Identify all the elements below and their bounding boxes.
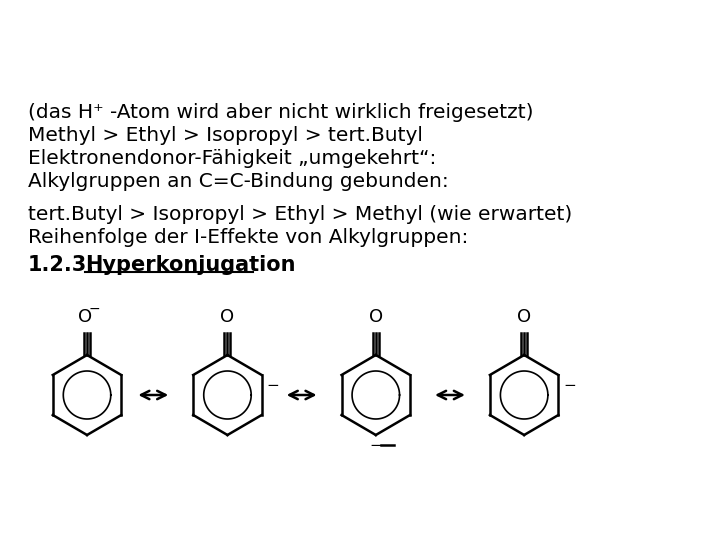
- Text: O: O: [220, 308, 235, 326]
- Text: −: −: [88, 302, 100, 316]
- Text: Reihenfolge der I-Effekte von Alkylgruppen:: Reihenfolge der I-Effekte von Alkylgrupp…: [27, 228, 468, 247]
- Text: (das H⁺ -Atom wird aber nicht wirklich freigesetzt): (das H⁺ -Atom wird aber nicht wirklich f…: [27, 103, 534, 122]
- Text: Elektronendonor-Fähigkeit „umgekehrt“:: Elektronendonor-Fähigkeit „umgekehrt“:: [27, 149, 436, 168]
- Text: −: −: [369, 437, 382, 453]
- Text: Methyl > Ethyl > Isopropyl > tert.Butyl: Methyl > Ethyl > Isopropyl > tert.Butyl: [27, 126, 423, 145]
- Text: O: O: [369, 308, 383, 326]
- Text: Hyperkonjugation: Hyperkonjugation: [85, 255, 295, 275]
- Text: Alkylgruppen an C=C-Bindung gebunden:: Alkylgruppen an C=C-Bindung gebunden:: [27, 172, 449, 191]
- Text: O: O: [78, 308, 92, 326]
- Text: 1.2.3.: 1.2.3.: [27, 255, 95, 275]
- Text: tert.Butyl > Isopropyl > Ethyl > Methyl (wie erwartet): tert.Butyl > Isopropyl > Ethyl > Methyl …: [27, 205, 572, 224]
- Text: −: −: [563, 377, 576, 393]
- Text: −: −: [266, 377, 279, 393]
- Text: O: O: [517, 308, 531, 326]
